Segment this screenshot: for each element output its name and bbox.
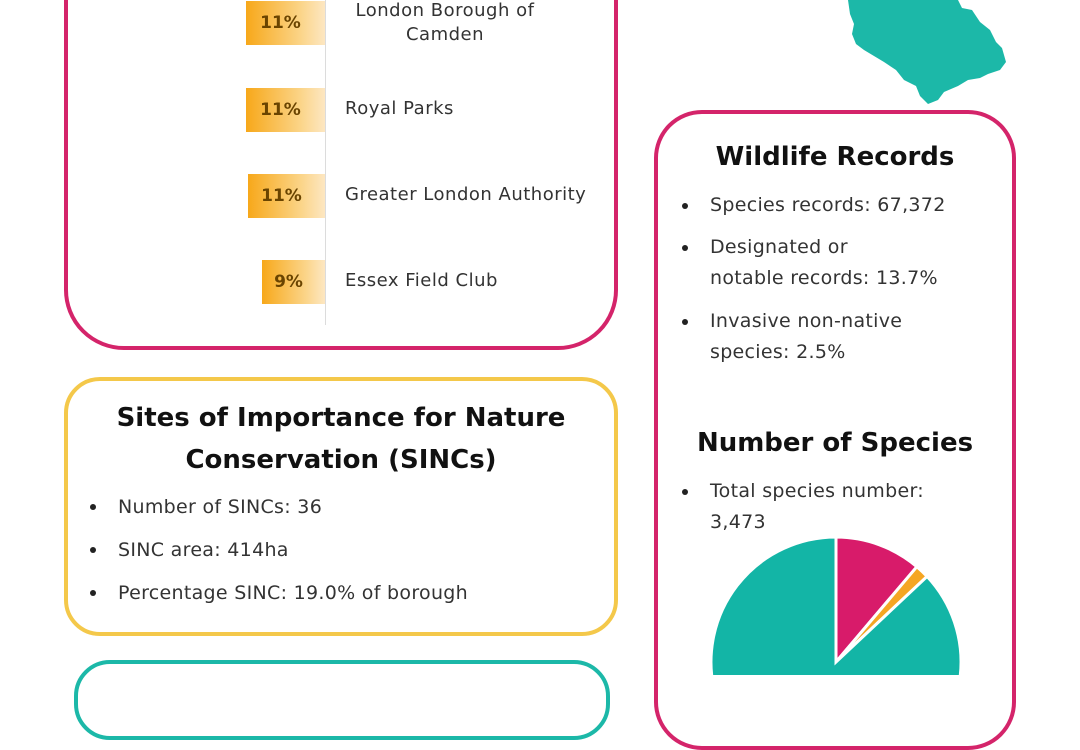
- species-fact: Total species number: 3,473: [676, 476, 996, 538]
- landowner-label-line: London Borough of: [355, 0, 535, 21]
- landowner-label: Greater London Authority: [345, 184, 587, 205]
- landowner-label: Essex Field Club: [345, 270, 498, 291]
- wildlife-fact: Invasive non-native species: 2.5%: [676, 306, 996, 368]
- pie-slice-2: [710, 536, 963, 675]
- sincs-title: Sites of Importance for Nature Conservat…: [68, 397, 614, 481]
- landowner-label: London Borough of Camden: [345, 0, 545, 47]
- wildlife-title: Wildlife Records: [715, 142, 955, 172]
- wildlife-fact-text: species: 2.5%: [710, 341, 846, 363]
- sincs-card: Sites of Importance for Nature Conservat…: [64, 377, 618, 636]
- landowner-label-line: Camden: [405, 24, 485, 45]
- landowner-bar: 11%: [248, 174, 325, 218]
- sincs-fact: Number of SINCs: 36: [84, 491, 468, 523]
- wildlife-facts-list: Species records: 67,372 Designated or no…: [676, 190, 996, 368]
- landowner-row: 9% Essex Field Club: [0, 260, 620, 304]
- sincs-fact: Percentage SINC: 19.0% of borough: [84, 577, 468, 609]
- landowner-row: 11% London Borough of Camden: [0, 0, 620, 47]
- wildlife-fact: Species records: 67,372: [676, 190, 996, 220]
- landowner-bar: 9%: [262, 260, 325, 304]
- wildlife-fact: Designated or notable records: 13.7%: [676, 232, 996, 294]
- sincs-title-line: Sites of Importance for Nature: [116, 403, 566, 433]
- sincs-fact: SINC area: 414ha: [84, 534, 468, 566]
- species-facts-list: Total species number: 3,473: [676, 476, 996, 538]
- wildlife-fact-text: notable records: 13.7%: [710, 267, 938, 289]
- bottom-card: [74, 660, 610, 740]
- sincs-facts-list: Number of SINCs: 36 SINC area: 414ha Per…: [84, 491, 468, 609]
- wildlife-fact-text: Designated or: [710, 236, 848, 258]
- pie-slice-0: [834, 536, 919, 667]
- species-pie-chart: [710, 536, 963, 675]
- landowner-bar: 11%: [246, 1, 325, 45]
- landowner-bar: 11%: [246, 88, 325, 132]
- landowner-row: 11% Royal Parks: [0, 88, 620, 132]
- wildlife-fact-text: Invasive non-native: [710, 310, 903, 332]
- landowners-card: [64, 0, 618, 350]
- species-title: Number of Species: [696, 428, 974, 458]
- species-fact-text: Total species number:: [710, 480, 924, 502]
- species-fact-text: 3,473: [710, 511, 766, 533]
- landowner-label: Royal Parks: [345, 98, 454, 119]
- borough-map-icon: [848, 0, 1006, 104]
- bar-axis-line: [325, 0, 326, 325]
- landowner-row: 11% Greater London Authority: [0, 174, 620, 218]
- sincs-title-line: Conservation (SINCs): [185, 445, 497, 475]
- wildlife-fact-text: Species records: 67,372: [710, 194, 946, 216]
